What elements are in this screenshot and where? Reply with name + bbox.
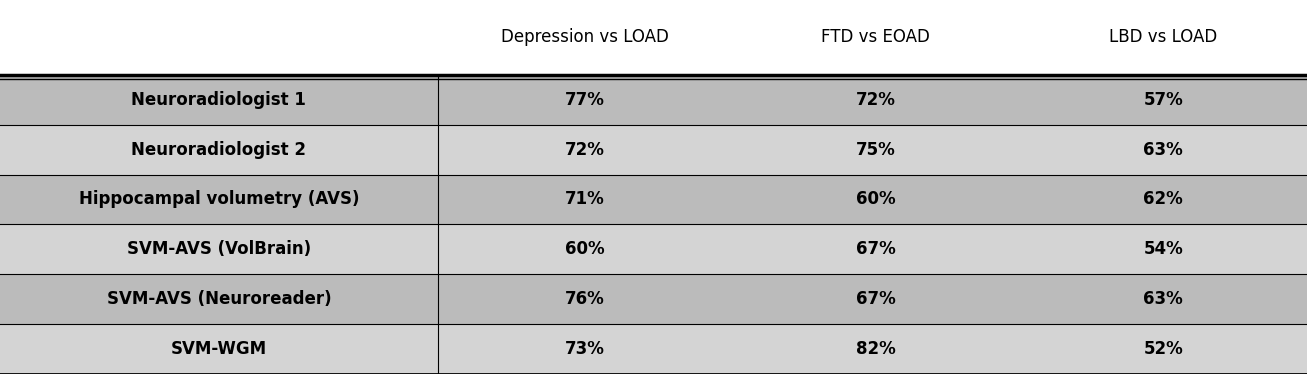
- Text: 73%: 73%: [565, 340, 605, 358]
- Bar: [0, 125, 438, 175]
- Text: 60%: 60%: [856, 190, 895, 208]
- Bar: [438, 274, 732, 324]
- Text: Neuroradiologist 1: Neuroradiologist 1: [132, 91, 306, 109]
- Text: SVM-AVS (Neuroreader): SVM-AVS (Neuroreader): [107, 290, 331, 308]
- Bar: [0, 75, 438, 125]
- Text: 63%: 63%: [1144, 141, 1183, 159]
- Text: 71%: 71%: [565, 190, 605, 208]
- Text: 72%: 72%: [856, 91, 895, 109]
- Text: Hippocampal volumetry (AVS): Hippocampal volumetry (AVS): [78, 190, 359, 208]
- Bar: [0, 224, 438, 274]
- Bar: [732, 274, 1019, 324]
- Bar: [438, 324, 732, 374]
- Bar: [0, 274, 438, 324]
- Text: 76%: 76%: [565, 290, 605, 308]
- Text: LBD vs LOAD: LBD vs LOAD: [1110, 28, 1217, 46]
- Bar: [732, 175, 1019, 224]
- Bar: [0, 324, 438, 374]
- Text: 67%: 67%: [856, 290, 895, 308]
- Text: 63%: 63%: [1144, 290, 1183, 308]
- Bar: [732, 75, 1019, 125]
- Text: 72%: 72%: [565, 141, 605, 159]
- Bar: [1019, 274, 1307, 324]
- Text: 54%: 54%: [1144, 240, 1183, 258]
- Text: FTD vs EOAD: FTD vs EOAD: [821, 28, 931, 46]
- Text: 57%: 57%: [1144, 91, 1183, 109]
- Bar: [732, 224, 1019, 274]
- Text: SVM-WGM: SVM-WGM: [171, 340, 267, 358]
- Text: 75%: 75%: [856, 141, 895, 159]
- Bar: [438, 75, 732, 125]
- Text: 67%: 67%: [856, 240, 895, 258]
- Bar: [1019, 224, 1307, 274]
- Bar: [438, 125, 732, 175]
- Text: 52%: 52%: [1144, 340, 1183, 358]
- Bar: [1019, 324, 1307, 374]
- Bar: [0, 175, 438, 224]
- Bar: [732, 324, 1019, 374]
- Text: Depression vs LOAD: Depression vs LOAD: [501, 28, 669, 46]
- Text: Neuroradiologist 2: Neuroradiologist 2: [132, 141, 306, 159]
- Bar: [438, 224, 732, 274]
- Text: 82%: 82%: [856, 340, 895, 358]
- Text: 60%: 60%: [565, 240, 605, 258]
- Text: SVM-AVS (VolBrain): SVM-AVS (VolBrain): [127, 240, 311, 258]
- Bar: [1019, 125, 1307, 175]
- Bar: [1019, 75, 1307, 125]
- Bar: [732, 125, 1019, 175]
- Text: 77%: 77%: [565, 91, 605, 109]
- Bar: [1019, 175, 1307, 224]
- Text: 62%: 62%: [1144, 190, 1183, 208]
- Bar: [438, 175, 732, 224]
